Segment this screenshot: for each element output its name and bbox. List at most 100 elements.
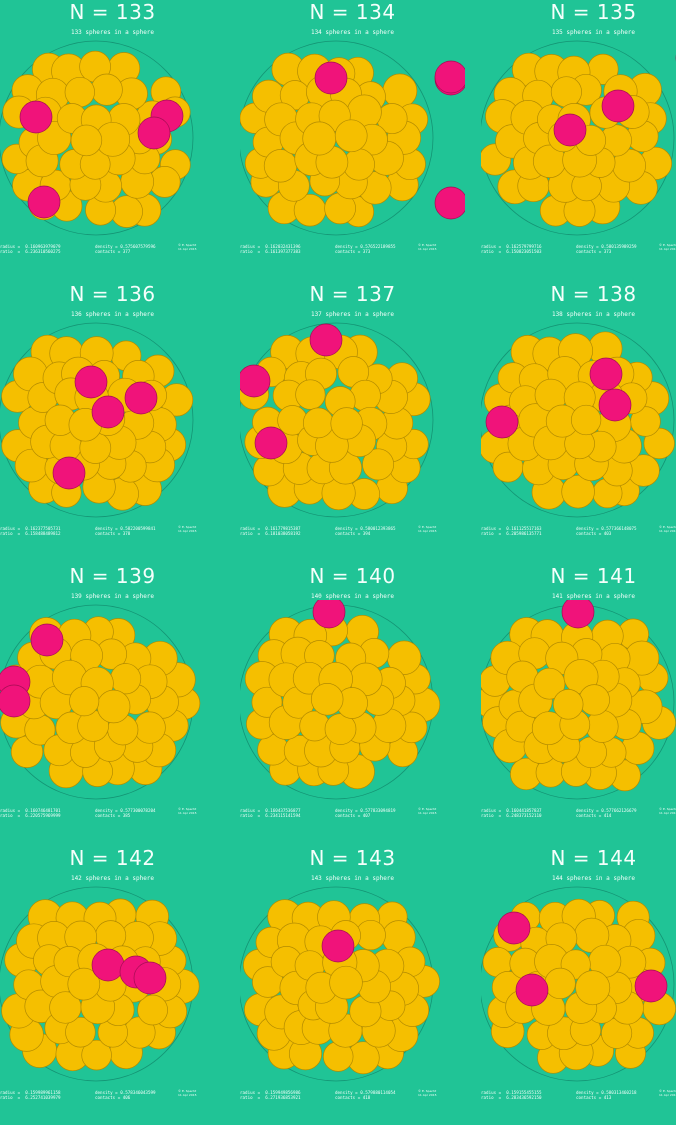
radius-ratio-readout: radius = 0.159949856986 ratio = 6.2719368…: [240, 1090, 301, 1100]
panel-subtitle: 144 spheres in a sphere: [551, 875, 636, 882]
author-credit: © E. Specht 11 Apr 2015: [418, 807, 437, 815]
packed-sphere: [578, 684, 610, 716]
panel-subtitle: 141 spheres in a sphere: [551, 593, 636, 600]
author-credit: © E. Specht 11 Apr 2015: [659, 1089, 676, 1097]
radius-ratio-readout: radius = 0.162579799716 ratio = 6.1508230…: [481, 244, 542, 254]
panel-subtitle: 137 spheres in a sphere: [310, 311, 395, 318]
radius-ratio-readout: radius = 0.160746481701 ratio = 6.2205759…: [0, 808, 61, 818]
panel-subtitle: 134 spheres in a sphere: [310, 29, 395, 36]
contacts-value: contacts = 413: [576, 1095, 612, 1100]
author-credit: © E. Specht 11 Apr 2015: [659, 807, 676, 815]
sphere-packing-figure: [240, 600, 441, 800]
radius-value: radius = 0.161125517163: [481, 526, 542, 531]
packed-sphere: [302, 121, 337, 156]
author-credit: © E. Specht 11 Apr 2015: [418, 525, 437, 533]
sphere-packing-figure: [0, 322, 194, 518]
density-value: density = 0.577366148075: [576, 526, 637, 531]
author-credit: © E. Specht 11 Apr 2015: [178, 525, 197, 533]
container-sphere-outline: [481, 322, 675, 518]
sphere-packing-figure: [0, 40, 194, 236]
density-contacts-readout: density = 0.579880114054 contacts = 418: [335, 1090, 396, 1100]
highlighted-sphere: [598, 388, 632, 422]
packed-sphere: [570, 404, 602, 436]
panel-title: N = 140: [309, 564, 396, 588]
packed-sphere: [550, 76, 582, 108]
highlighted-sphere: [91, 395, 125, 429]
packed-sphere: [263, 149, 298, 183]
packed-sphere: [552, 689, 584, 720]
packed-sphere: [330, 407, 363, 440]
highlighted-sphere: [19, 100, 53, 134]
radius-value: radius = 0.160746481701: [0, 808, 61, 813]
panel-subtitle: 140 spheres in a sphere: [310, 593, 395, 600]
density-value: density = 0.576522189855: [335, 244, 396, 249]
highlighted-sphere: [314, 61, 348, 95]
packing-panel: N = 137 137 spheres in a sphere radius = 0…: [240, 282, 465, 561]
density-contacts-readout: density = 0.582200599841 contacts = 378: [95, 526, 156, 536]
packed-sphere: [382, 73, 418, 109]
ratio-value: ratio = 6.150823051503: [481, 249, 542, 254]
ratio-value: ratio = 6.236310560275: [0, 249, 61, 254]
sphere-packing-figure: [481, 40, 676, 236]
ratio-value: ratio = 6.283436592150: [481, 1095, 542, 1100]
packed-sphere: [362, 448, 395, 481]
panel-subtitle: 143 spheres in a sphere: [310, 875, 395, 882]
panel-title: N = 144: [550, 846, 637, 870]
density-contacts-readout: density = 0.576522189855 contacts = 373: [335, 244, 396, 254]
packed-sphere: [310, 683, 344, 716]
panel-subtitle: 142 spheres in a sphere: [70, 875, 155, 882]
density-value: density = 0.577833094819: [335, 808, 396, 813]
ratio-value: ratio = 6.220575969999: [0, 813, 61, 818]
density-value: density = 0.580135989259: [576, 244, 637, 249]
sphere-packing-figure: [240, 322, 434, 518]
highlighted-sphere: [254, 426, 288, 460]
density-value: density = 0.577300078204: [95, 808, 156, 813]
container-sphere-outline: [481, 40, 675, 236]
container-sphere-outline: [240, 322, 434, 518]
panel-subtitle: 135 spheres in a sphere: [551, 29, 636, 36]
ratio-value: ratio = 6.271936853921: [240, 1095, 301, 1100]
sphere-packing-figure: [481, 322, 675, 518]
contacts-value: contacts = 407: [335, 813, 371, 818]
packed-sphere: [110, 663, 142, 695]
packing-panel: N = 134 134 spheres in a sphere radius = 0…: [240, 0, 465, 279]
panel-subtitle: 133 spheres in a sphere: [70, 29, 155, 36]
panel-subtitle: 138 spheres in a sphere: [551, 311, 636, 318]
packing-panel: N = 136 136 spheres in a sphere radius = 0…: [0, 282, 225, 561]
packed-sphere: [295, 379, 326, 410]
panel-subtitle: 139 spheres in a sphere: [70, 593, 155, 600]
panel-title: N = 134: [309, 0, 396, 24]
highlighted-sphere: [515, 973, 549, 1007]
packed-sphere: [67, 967, 101, 1001]
packed-sphere: [133, 711, 166, 744]
sphere-packing-figure: [0, 886, 200, 1082]
density-value: density = 0.582200599841: [95, 526, 156, 531]
highlighted-sphere: [91, 948, 125, 982]
radius-ratio-readout: radius = 0.159155455155 ratio = 6.2834365…: [481, 1090, 542, 1100]
highlighted-sphere: [52, 456, 86, 490]
packing-panel: N = 135 135 spheres in a sphere radius = 0…: [481, 0, 676, 279]
density-contacts-readout: density = 0.575607579596 contacts = 377: [95, 244, 156, 254]
highlighted-sphere: [27, 185, 61, 219]
packed-sphere: [334, 119, 368, 153]
density-value: density = 0.577662126679: [576, 808, 637, 813]
contacts-value: contacts = 373: [576, 249, 612, 254]
highlighted-sphere: [0, 684, 31, 718]
contacts-value: contacts = 418: [335, 1095, 371, 1100]
density-contacts-readout: density = 0.580012393865 contacts = 394: [335, 526, 396, 536]
highlighted-sphere: [601, 89, 635, 123]
radius-ratio-readout: radius = 0.162032431396 ratio = 6.1613973…: [240, 244, 301, 254]
contacts-value: contacts = 394: [335, 531, 371, 536]
highlighted-sphere: [30, 623, 64, 657]
highlighted-sphere: [553, 113, 587, 147]
ratio-value: ratio = 6.181038058192: [240, 531, 301, 536]
ratio-value: ratio = 6.234115141594: [240, 813, 301, 818]
container-sphere-outline: [240, 40, 434, 236]
contacts-value: contacts = 377: [95, 249, 131, 254]
packing-panel: N = 140 140 spheres in a sphere radius = 0…: [240, 564, 465, 843]
density-contacts-readout: density = 0.577833094819 contacts = 407: [335, 808, 396, 818]
packing-panel: N = 138 138 spheres in a sphere radius = 0…: [481, 282, 676, 561]
highlighted-sphere: [309, 323, 343, 357]
packing-panel: N = 139 139 spheres in a sphere radius = 0…: [0, 564, 225, 843]
highlighted-sphere: [133, 961, 167, 995]
